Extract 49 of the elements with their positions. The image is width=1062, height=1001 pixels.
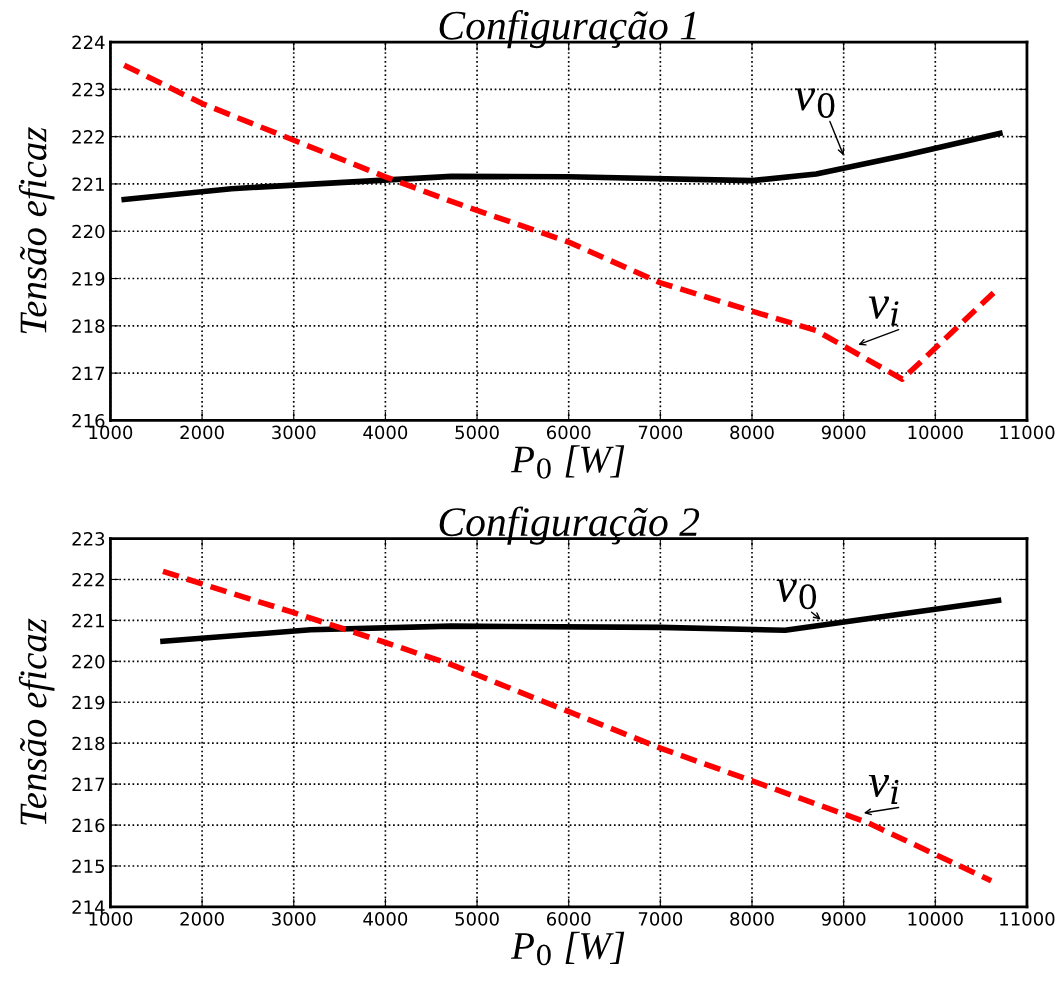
x-tick-label: 7000 <box>638 912 683 926</box>
y-axis-title: Tensão eficaz <box>18 618 55 825</box>
x-tick-label: 11000 <box>1000 912 1055 926</box>
annotation: v$_{0}$ <box>776 579 817 610</box>
y-tick-label: 220 <box>72 654 105 669</box>
x-tick-label: 5000 <box>455 912 499 926</box>
x-tick-label: 10000 <box>908 425 963 440</box>
y-tick-label: 221 <box>72 613 104 628</box>
annotation: v$_{i}$ <box>868 774 899 805</box>
x-tick-label: 6000 <box>546 912 591 926</box>
y-tick-label: 223 <box>72 532 105 546</box>
y-tick-label: 220 <box>72 224 105 239</box>
x-tick-label: 6000 <box>546 425 591 440</box>
y-tick-label: 214 <box>72 900 105 914</box>
x-tick-label: 10000 <box>908 912 963 926</box>
y-tick-label: 215 <box>72 859 105 874</box>
x-tick-label: 11000 <box>1000 425 1055 440</box>
x-tick-label: 2000 <box>180 912 224 926</box>
x-tick-label: 4000 <box>363 912 408 926</box>
y-tick-label: 217 <box>72 777 105 791</box>
x-axis-title: P$_{0}$ [W] <box>510 931 625 966</box>
x-tick-label: 8000 <box>730 912 774 926</box>
x-tick-label: 3000 <box>272 912 316 926</box>
y-tick-label: 219 <box>72 271 105 286</box>
annotation: v$_{0}$ <box>794 88 835 118</box>
annotation: v$_{i}$ <box>868 296 899 326</box>
y-tick-label: 217 <box>72 366 105 380</box>
x-tick-label: 5000 <box>455 425 499 440</box>
x-tick-label: 2000 <box>180 425 224 440</box>
chart-title: Configuração 2 <box>439 506 700 545</box>
x-tick-label: 4000 <box>363 425 408 440</box>
y-tick-label: 222 <box>72 130 104 144</box>
x-tick-label: 9000 <box>821 912 866 926</box>
y-tick-label: 216 <box>72 818 105 833</box>
chart-title: Configuração 1 <box>439 9 696 49</box>
x-tick-label: 1000 <box>89 912 133 926</box>
x-tick-label: 3000 <box>272 425 316 440</box>
x-tick-label: 7000 <box>638 425 683 440</box>
y-tick-label: 219 <box>72 695 105 710</box>
y-tick-label: 222 <box>72 572 104 587</box>
y-tick-label: 223 <box>72 82 105 97</box>
x-axis-title: P$_{0}$ [W] <box>510 445 625 479</box>
x-tick-label: 8000 <box>730 425 774 440</box>
y-tick-label: 221 <box>72 177 104 191</box>
y-tick-label: 224 <box>72 35 105 49</box>
y-tick-label: 218 <box>72 319 105 333</box>
y-axis-title: Tensão eficaz <box>18 127 55 334</box>
x-tick-label: 9000 <box>821 425 866 440</box>
y-tick-label: 218 <box>72 736 105 751</box>
